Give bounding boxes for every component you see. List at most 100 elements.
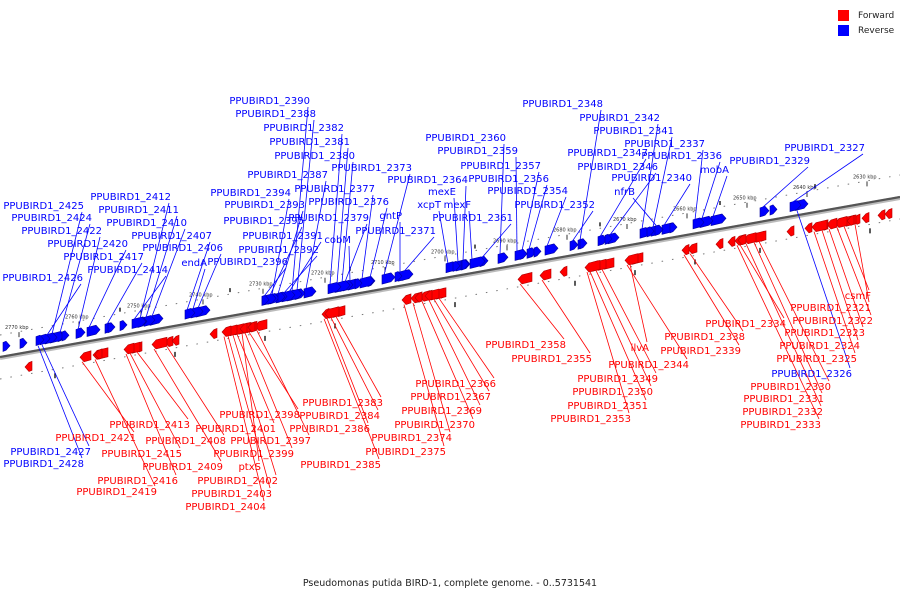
- gene-label[interactable]: PPUBIRD1_2428: [3, 459, 84, 470]
- reverse-gene-arrow[interactable]: [669, 222, 678, 234]
- gene-label[interactable]: PPUBIRD1_2377: [294, 184, 375, 195]
- reverse-gene-arrow[interactable]: [19, 337, 28, 349]
- gene-label[interactable]: PPUBIRD1_2376: [308, 197, 389, 208]
- gene-label[interactable]: mexF: [444, 200, 472, 211]
- gene-label[interactable]: PPUBIRD1_2410: [106, 218, 187, 229]
- gene-label[interactable]: PPUBIRD1_2323: [784, 328, 865, 339]
- gene-label[interactable]: PPUBIRD1_2409: [142, 462, 223, 473]
- gene-label[interactable]: PPUBIRD1_2394: [210, 188, 291, 199]
- gene-label[interactable]: PPUBIRD1_2329: [729, 156, 810, 167]
- forward-gene-arrow[interactable]: [539, 268, 552, 281]
- gene-label[interactable]: PPUBIRD1_2384: [299, 411, 380, 422]
- gene-label[interactable]: PPUBIRD1_2354: [487, 186, 568, 197]
- gene-label[interactable]: xcpT: [417, 200, 442, 211]
- gene-label[interactable]: PPUBIRD1_2325: [776, 354, 857, 365]
- forward-gene-arrow[interactable]: [324, 306, 340, 319]
- reverse-gene-arrow[interactable]: [759, 205, 770, 218]
- gene-label[interactable]: PPUBIRD1_2330: [750, 382, 831, 393]
- forward-gene-arrow[interactable]: [804, 222, 813, 234]
- gene-label[interactable]: PPUBIRD1_2321: [790, 303, 871, 314]
- gene-label[interactable]: PPUBIRD1_2398: [219, 410, 300, 421]
- gene-label[interactable]: PPUBIRD1_2359: [437, 146, 518, 157]
- reverse-gene-arrow[interactable]: [692, 217, 705, 230]
- gene-label[interactable]: PPUBIRD1_2347: [567, 148, 648, 159]
- forward-gene-arrow[interactable]: [94, 348, 103, 360]
- reverse-gene-arrow[interactable]: [381, 272, 396, 285]
- reverse-gene-arrow[interactable]: [327, 282, 342, 295]
- gene-label[interactable]: PPUBIRD1_2370: [394, 420, 475, 431]
- reverse-gene-arrow[interactable]: [497, 252, 509, 264]
- gene-label[interactable]: PPUBIRD1_2361: [432, 213, 513, 224]
- forward-gene-arrow[interactable]: [247, 321, 256, 333]
- gene-label[interactable]: cobM: [324, 235, 351, 246]
- reverse-gene-arrow[interactable]: [303, 286, 317, 299]
- reverse-gene-arrow[interactable]: [107, 322, 116, 334]
- gene-label[interactable]: PPUBIRD1_2322: [792, 316, 873, 327]
- gene-label[interactable]: PPUBIRD1_2425: [3, 201, 84, 212]
- reverse-gene-arrow[interactable]: [604, 233, 613, 245]
- gene-label[interactable]: PPUBIRD1_2356: [468, 174, 549, 185]
- gene-label[interactable]: PPUBIRD1_2367: [410, 392, 491, 403]
- gene-label[interactable]: PPUBIRD1_2403: [191, 489, 272, 500]
- gene-label[interactable]: PPUBIRD1_2380: [274, 151, 355, 162]
- gene-label[interactable]: PPUBIRD1_2406: [142, 243, 223, 254]
- reverse-gene-arrow[interactable]: [119, 320, 128, 332]
- gene-label[interactable]: PPUBIRD1_2395: [223, 216, 304, 227]
- forward-gene-arrow[interactable]: [79, 350, 92, 363]
- forward-gene-arrow[interactable]: [171, 334, 180, 346]
- gene-label[interactable]: PPUBIRD1_2383: [302, 398, 383, 409]
- gene-label[interactable]: PPUBIRD1_2352: [514, 200, 595, 211]
- forward-gene-arrow[interactable]: [221, 325, 232, 337]
- gene-label[interactable]: mexE: [428, 187, 456, 198]
- reverse-gene-arrow[interactable]: [461, 259, 470, 271]
- reverse-gene-arrow[interactable]: [277, 291, 286, 304]
- gene-label[interactable]: PPUBIRD1_2392: [238, 245, 319, 256]
- gene-label[interactable]: PPUBIRD1_2379: [288, 213, 369, 224]
- gene-label[interactable]: PPUBIRD1_2336: [641, 151, 722, 162]
- gene-label[interactable]: PPUBIRD1_2393: [224, 200, 305, 211]
- gene-label[interactable]: PPUBIRD1_2422: [21, 226, 102, 237]
- forward-gene-arrow[interactable]: [624, 253, 639, 266]
- gene-label[interactable]: csmF: [845, 291, 871, 302]
- reverse-gene-arrow[interactable]: [533, 246, 542, 258]
- gene-label[interactable]: PPUBIRD1_2332: [742, 407, 823, 418]
- forward-gene-arrow[interactable]: [239, 322, 248, 334]
- gene-label[interactable]: PPUBIRD1_2326: [771, 369, 852, 380]
- gene-label[interactable]: PPUBIRD1_2411: [98, 205, 179, 216]
- forward-gene-arrow[interactable]: [517, 272, 533, 285]
- forward-gene-arrow[interactable]: [737, 233, 747, 246]
- reverse-gene-arrow[interactable]: [452, 260, 461, 272]
- gene-label[interactable]: PPUBIRD1_2408: [145, 436, 226, 447]
- reverse-gene-arrow[interactable]: [654, 224, 664, 236]
- gene-label[interactable]: PPUBIRD1_2396: [207, 257, 288, 268]
- gene-label[interactable]: PPUBIRD1_2399: [213, 449, 294, 460]
- forward-gene-arrow[interactable]: [424, 289, 433, 301]
- gene-label[interactable]: PPUBIRD1_2414: [87, 265, 168, 276]
- gene-label[interactable]: PPUBIRD1_2420: [47, 239, 128, 250]
- forward-gene-arrow[interactable]: [786, 225, 795, 237]
- gene-label[interactable]: PPUBIRD1_2386: [289, 424, 370, 435]
- gene-label[interactable]: PPUBIRD1_2371: [355, 226, 436, 237]
- gene-label[interactable]: PPUBIRD1_2391: [242, 231, 323, 242]
- reverse-gene-arrow[interactable]: [35, 334, 45, 347]
- gene-label[interactable]: PPUBIRD1_2344: [608, 360, 689, 371]
- reverse-gene-arrow[interactable]: [769, 204, 778, 216]
- gene-label[interactable]: PPUBIRD1_2366: [415, 379, 496, 390]
- gene-label[interactable]: PPUBIRD1_2407: [131, 231, 212, 242]
- forward-gene-arrow[interactable]: [559, 265, 568, 277]
- reverse-gene-arrow[interactable]: [61, 330, 70, 342]
- gene-label[interactable]: PPUBIRD1_2421: [55, 433, 136, 444]
- gene-label[interactable]: PPUBIRD1_2324: [779, 341, 860, 352]
- forward-gene-arrow[interactable]: [811, 219, 828, 232]
- gene-label[interactable]: PPUBIRD1_2419: [76, 487, 157, 498]
- gene-label[interactable]: PPUBIRD1_2369: [401, 406, 482, 417]
- reverse-gene-arrow[interactable]: [2, 340, 11, 352]
- gene-label[interactable]: endA: [181, 258, 207, 269]
- gene-label[interactable]: PPUBIRD1_2375: [365, 447, 446, 458]
- gene-label[interactable]: PPUBIRD1_2412: [90, 192, 171, 203]
- reverse-gene-arrow[interactable]: [184, 307, 196, 320]
- forward-gene-arrow[interactable]: [123, 342, 135, 355]
- forward-gene-arrow[interactable]: [209, 327, 218, 340]
- gene-label[interactable]: PPUBIRD1_2424: [11, 213, 92, 224]
- gene-label[interactable]: PPUBIRD1_2427: [10, 447, 91, 458]
